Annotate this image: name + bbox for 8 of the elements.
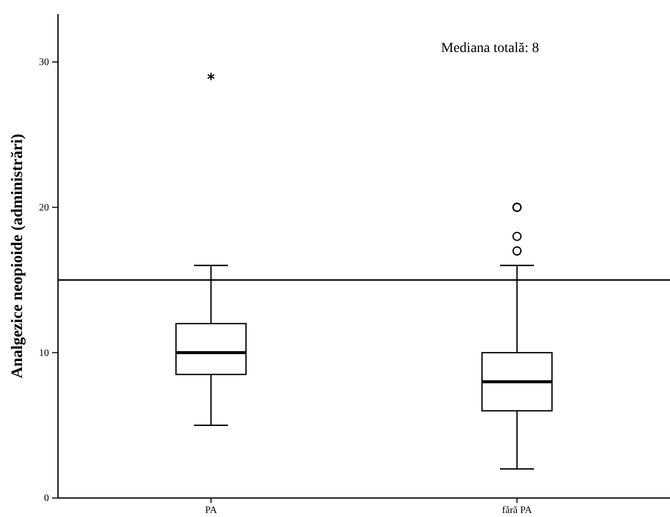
y-tick-label: 10 — [39, 348, 49, 359]
x-tick-label: PA — [205, 505, 218, 516]
annotation: Mediana totală: 8 — [441, 41, 539, 56]
x-tick-label: fără PA — [502, 505, 533, 516]
y-tick-label: 30 — [39, 57, 49, 68]
y-tick-label: 0 — [44, 493, 49, 504]
y-tick-label: 20 — [39, 202, 49, 214]
y-axis-title: Analgezice neopioide (administrări) — [9, 134, 26, 378]
